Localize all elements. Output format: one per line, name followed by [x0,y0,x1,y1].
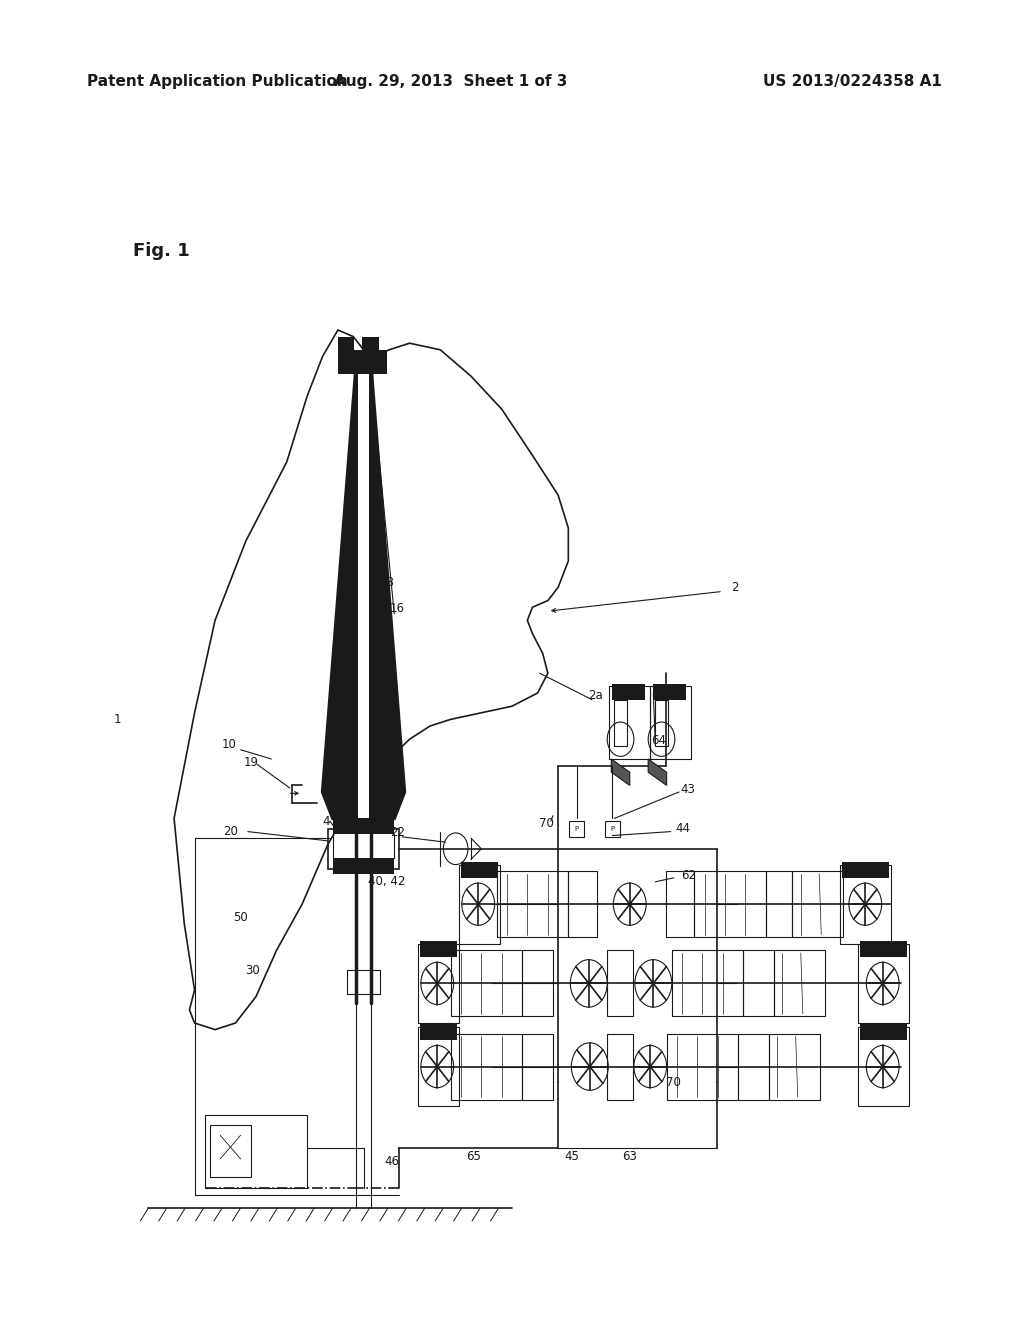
Bar [522,1034,553,1100]
Text: 12: 12 [370,696,384,709]
Text: 22: 22 [390,826,404,840]
Text: 44: 44 [676,822,690,836]
Bar [842,862,889,878]
Bar [328,829,399,869]
Text: 18: 18 [380,576,394,589]
Text: 14: 14 [356,682,371,696]
Text: 65: 65 [466,1150,480,1163]
Text: 1: 1 [114,713,122,726]
Text: P: P [610,826,614,832]
Bar [774,950,825,1016]
Text: 45: 45 [564,1150,579,1163]
Bar [418,1027,459,1106]
Polygon shape [611,759,630,785]
Text: Fig. 1: Fig. 1 [133,242,189,260]
Bar [522,950,553,1016]
Bar [451,1034,522,1100]
Bar [667,1034,738,1100]
Bar [694,871,766,937]
Text: 63: 63 [623,1150,637,1163]
Bar [650,686,691,759]
Bar [459,865,500,944]
Bar [605,821,620,837]
Bar [766,871,792,937]
Bar [497,871,568,937]
Bar [860,1024,907,1040]
Bar [840,865,891,944]
Text: 50: 50 [233,911,248,924]
Bar [420,1024,457,1040]
Bar [666,871,694,937]
Bar [569,821,584,837]
Bar [792,871,843,937]
Text: 70: 70 [667,1076,681,1089]
Bar [607,1034,633,1100]
Bar [362,337,379,360]
Text: 70: 70 [540,817,554,830]
Bar [672,950,743,1016]
Bar [210,1125,251,1177]
Text: 2: 2 [731,581,739,594]
Text: 64: 64 [651,734,666,747]
Bar [614,700,627,746]
Bar [609,686,650,759]
Text: 43: 43 [681,783,695,796]
Bar [333,818,394,834]
Text: 19: 19 [244,756,258,770]
Bar [612,684,629,700]
Text: P: P [574,826,579,832]
Bar [338,337,354,360]
Bar [769,1034,820,1100]
Text: 10: 10 [222,738,237,751]
Bar [451,950,522,1016]
Bar [629,684,645,700]
Bar [333,858,394,874]
Bar [418,944,459,1023]
Bar [347,970,380,994]
Bar [343,792,384,821]
Bar [670,684,686,700]
Polygon shape [648,759,667,785]
Bar [420,941,457,957]
Bar [338,350,387,374]
Bar [858,1027,909,1106]
Bar [653,684,670,700]
Text: 16: 16 [390,602,404,615]
Bar [860,941,907,957]
Text: 40, 42: 40, 42 [369,875,406,888]
Bar [461,862,498,878]
Text: Patent Application Publication: Patent Application Publication [87,74,348,90]
Text: 52: 52 [355,783,370,796]
Bar [607,950,633,1016]
Text: 20: 20 [223,825,238,838]
Bar [858,944,909,1023]
Text: 2a: 2a [589,689,603,702]
Text: 46: 46 [385,1155,399,1168]
Polygon shape [371,363,404,818]
Text: 4: 4 [322,814,330,828]
Bar [358,363,369,825]
Polygon shape [323,363,356,818]
Bar [205,1115,307,1188]
Text: 62: 62 [681,869,695,882]
Bar [655,700,668,746]
Bar [738,1034,769,1100]
Text: Aug. 29, 2013  Sheet 1 of 3: Aug. 29, 2013 Sheet 1 of 3 [334,74,567,90]
Text: 30: 30 [246,964,260,977]
Bar [743,950,774,1016]
Bar [568,871,597,937]
Text: US 2013/0224358 A1: US 2013/0224358 A1 [763,74,942,90]
